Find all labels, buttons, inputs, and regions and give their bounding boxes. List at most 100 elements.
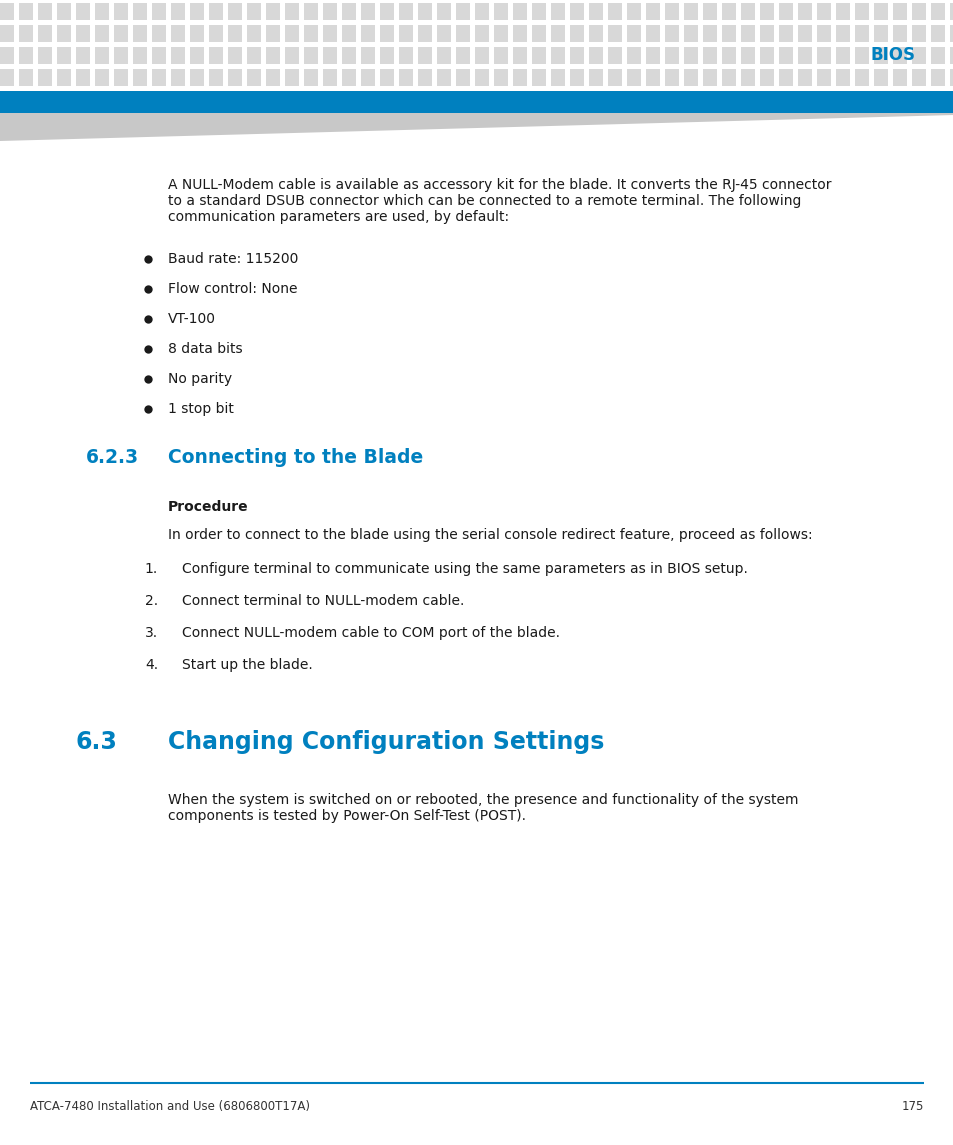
Bar — [190, 47, 204, 64]
Bar — [569, 69, 583, 86]
Bar — [152, 69, 166, 86]
Bar — [323, 3, 336, 19]
Bar — [854, 47, 868, 64]
Bar — [532, 47, 545, 64]
Bar — [57, 69, 71, 86]
Bar — [797, 47, 811, 64]
Text: Baud rate: 115200: Baud rate: 115200 — [168, 252, 298, 266]
Text: VT-100: VT-100 — [168, 311, 215, 326]
Bar — [702, 69, 717, 86]
Text: In order to connect to the blade using the serial console redirect feature, proc: In order to connect to the blade using t… — [168, 528, 812, 542]
Bar — [797, 3, 811, 19]
Bar — [38, 69, 52, 86]
Text: Start up the blade.: Start up the blade. — [182, 658, 313, 672]
Bar — [152, 47, 166, 64]
Text: 2.: 2. — [145, 594, 158, 608]
Bar — [551, 69, 564, 86]
Bar — [38, 47, 52, 64]
Bar — [930, 3, 944, 19]
Bar — [132, 25, 147, 42]
Bar — [626, 25, 640, 42]
Bar — [911, 47, 925, 64]
Bar — [702, 47, 717, 64]
Bar — [171, 69, 185, 86]
Text: 1.: 1. — [145, 562, 158, 576]
Bar — [247, 25, 261, 42]
Bar — [835, 3, 849, 19]
Bar — [456, 25, 470, 42]
Bar — [417, 69, 432, 86]
Bar — [95, 3, 109, 19]
Text: to a standard DSUB connector which can be connected to a remote terminal. The fo: to a standard DSUB connector which can b… — [168, 194, 801, 208]
Bar — [436, 69, 451, 86]
Bar — [76, 3, 90, 19]
Bar — [341, 3, 355, 19]
Text: 3.: 3. — [145, 626, 158, 640]
Bar — [892, 69, 906, 86]
Text: When the system is switched on or rebooted, the presence and functionality of th: When the system is switched on or reboot… — [168, 793, 798, 807]
Bar — [494, 25, 507, 42]
Bar — [417, 47, 432, 64]
Text: Changing Configuration Settings: Changing Configuration Settings — [168, 731, 604, 755]
Bar — [779, 69, 792, 86]
Bar — [816, 3, 830, 19]
Bar — [779, 3, 792, 19]
Bar — [0, 90, 953, 113]
Bar — [797, 25, 811, 42]
Text: BIOS: BIOS — [869, 47, 915, 64]
Bar — [873, 69, 887, 86]
Bar — [551, 3, 564, 19]
Bar — [190, 3, 204, 19]
Bar — [379, 69, 394, 86]
Bar — [171, 25, 185, 42]
Bar — [683, 25, 698, 42]
Bar — [190, 25, 204, 42]
Bar — [854, 3, 868, 19]
Bar — [113, 25, 128, 42]
Text: Connect terminal to NULL-modem cable.: Connect terminal to NULL-modem cable. — [182, 594, 464, 608]
Bar — [38, 25, 52, 42]
Bar — [113, 47, 128, 64]
Bar — [475, 47, 489, 64]
Bar — [209, 25, 223, 42]
Text: 6.2.3: 6.2.3 — [86, 448, 139, 467]
Bar — [532, 25, 545, 42]
Bar — [779, 47, 792, 64]
Text: A NULL-Modem cable is available as accessory kit for the blade. It converts the : A NULL-Modem cable is available as acces… — [168, 177, 831, 192]
Bar — [645, 25, 659, 42]
Bar — [76, 47, 90, 64]
Bar — [835, 69, 849, 86]
Bar — [702, 3, 717, 19]
Bar — [19, 69, 33, 86]
Bar — [835, 47, 849, 64]
Bar — [285, 3, 298, 19]
Bar — [247, 47, 261, 64]
Bar — [664, 47, 679, 64]
Bar — [152, 25, 166, 42]
Bar — [683, 69, 698, 86]
Bar — [816, 69, 830, 86]
Bar — [417, 25, 432, 42]
Bar — [588, 3, 602, 19]
Bar — [892, 47, 906, 64]
Text: 175: 175 — [901, 1100, 923, 1113]
Bar — [304, 3, 317, 19]
Bar — [949, 25, 953, 42]
Bar — [607, 69, 621, 86]
Bar — [379, 47, 394, 64]
Bar — [323, 69, 336, 86]
Text: Configure terminal to communicate using the same parameters as in BIOS setup.: Configure terminal to communicate using … — [182, 562, 747, 576]
Bar — [760, 3, 773, 19]
Text: Connecting to the Blade: Connecting to the Blade — [168, 448, 423, 467]
Bar — [835, 25, 849, 42]
Bar — [911, 25, 925, 42]
Bar — [588, 25, 602, 42]
Bar — [171, 3, 185, 19]
Bar — [209, 69, 223, 86]
Bar — [475, 25, 489, 42]
Bar — [664, 69, 679, 86]
Bar — [949, 47, 953, 64]
Bar — [949, 3, 953, 19]
Bar — [152, 3, 166, 19]
Bar — [95, 69, 109, 86]
